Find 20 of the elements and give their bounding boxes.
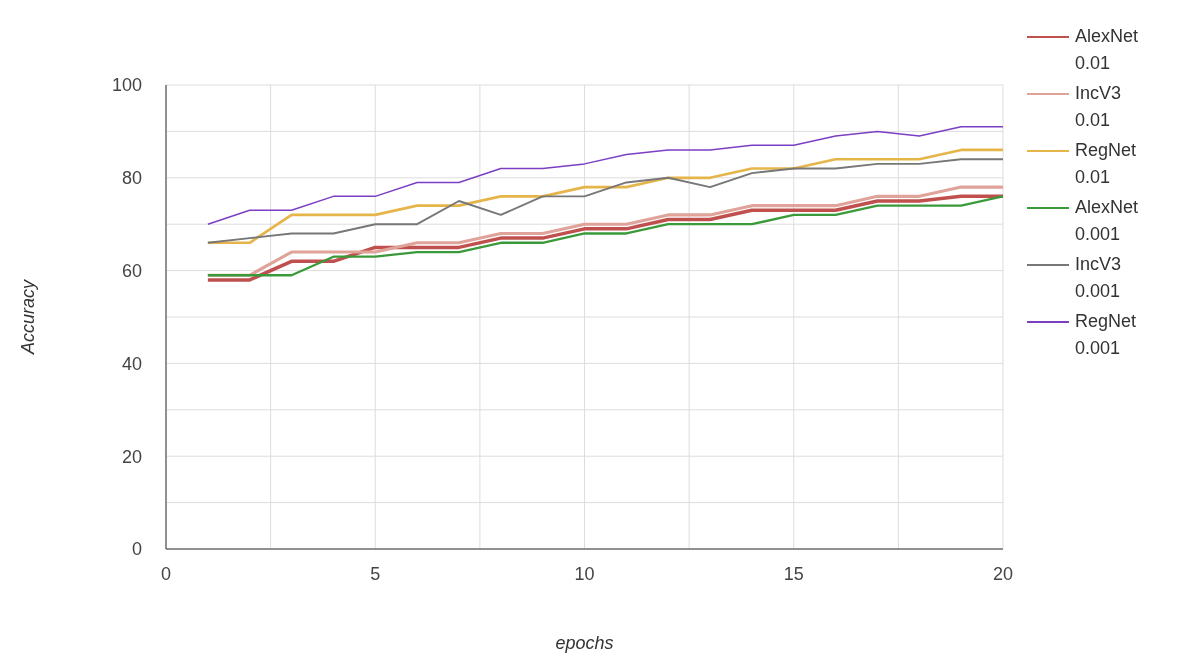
- y-tick-label: 20: [121, 446, 142, 467]
- line-series: [207, 126, 1003, 225]
- legend-label: IncV3 0.001: [1075, 253, 1123, 303]
- legend-label: AlexNet 0.01: [1075, 25, 1140, 75]
- y-tick-label: 0: [131, 539, 142, 560]
- legend-label: RegNet 0.001: [1075, 310, 1138, 360]
- y-tick-label: 80: [121, 168, 142, 189]
- x-tick-label: 15: [783, 563, 804, 584]
- x-tick-label: 10: [574, 563, 595, 584]
- legend-label: IncV3 0.01: [1075, 82, 1123, 132]
- x-tick-label: 20: [992, 563, 1014, 584]
- x-tick-label: 0: [160, 563, 172, 584]
- legend-label: AlexNet 0.001: [1075, 196, 1140, 246]
- y-tick-label: 100: [111, 75, 142, 96]
- x-tick-label: 5: [370, 563, 381, 584]
- y-tick-label: 60: [121, 260, 142, 281]
- y-tick-label: 40: [121, 353, 142, 374]
- x-axis-title: epochs: [555, 633, 614, 653]
- legend-label: RegNet 0.01: [1075, 139, 1138, 189]
- y-axis-title: Accuracy: [18, 278, 39, 356]
